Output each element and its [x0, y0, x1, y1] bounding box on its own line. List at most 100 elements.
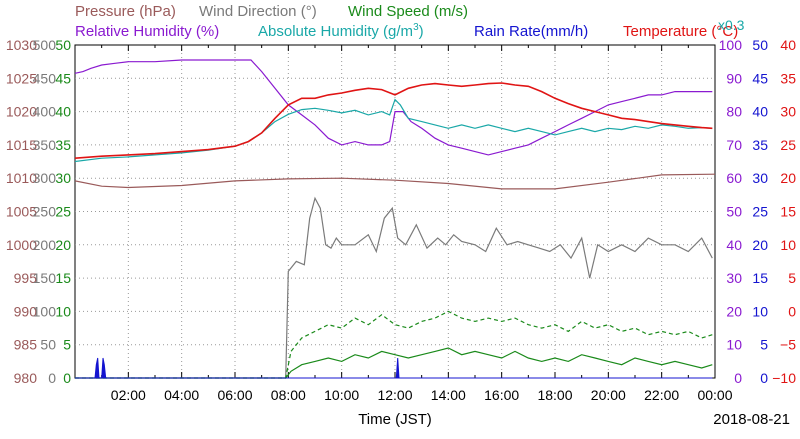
- relative_humidity-tick-label: 30: [726, 270, 742, 286]
- wind_direction-tick-label: 500: [33, 37, 57, 53]
- legend-factor: x0.3: [718, 17, 745, 33]
- pressure-tick-label: 1030: [6, 37, 37, 53]
- wind_direction-tick-label: 150: [33, 270, 57, 286]
- wind-gust-line: [75, 310, 713, 379]
- rain_rate-tick-label: 30: [752, 170, 768, 186]
- rain_rate-tick-label: 15: [752, 270, 768, 286]
- x-tick-label: 20:00: [591, 387, 626, 403]
- relative_humidity-tick-label: 90: [726, 70, 742, 86]
- pressure-tick-label: 980: [14, 370, 38, 386]
- rain_rate-tick-label: 45: [752, 70, 768, 86]
- wind_speed-tick-label: 40: [55, 104, 71, 120]
- temperature-tick-label: 30: [780, 104, 796, 120]
- wind_speed-tick-label: 20: [55, 237, 71, 253]
- pressure-tick-label: 1000: [6, 237, 37, 253]
- wind_direction-tick-label: 0: [48, 370, 56, 386]
- wind_direction-tick-label: 350: [33, 137, 57, 153]
- legend-item-text: Relative Humidity (%): [75, 23, 219, 40]
- relative_humidity-tick-label: 10: [726, 337, 742, 353]
- rain_rate-tick-label: 50: [752, 37, 768, 53]
- pressure-line: [74, 173, 716, 190]
- temperature-tick-label: 5: [788, 270, 796, 286]
- x-tick-label: 06:00: [217, 387, 252, 403]
- wind_direction-tick-label: 250: [33, 204, 57, 220]
- wind_direction-tick-label: 50: [40, 337, 56, 353]
- pressure-tick-label: 1015: [6, 137, 37, 153]
- temperature-tick-label: 40: [780, 37, 796, 53]
- relative_humidity-tick-label: 70: [726, 137, 742, 153]
- x-tick-label: 10:00: [324, 387, 359, 403]
- x-tick-label: 14:00: [431, 387, 466, 403]
- legend-item: Absolute Humidity (g/m3): [258, 22, 424, 40]
- temperature-tick-label: 20: [780, 170, 796, 186]
- temperature-tick-label: −5: [780, 337, 796, 353]
- pressure-tick-label: 1025: [6, 70, 37, 86]
- relative_humidity-tick-label: 50: [726, 204, 742, 220]
- relative_humidity-tick-label: 80: [726, 104, 742, 120]
- wind_direction-tick-label: 300: [33, 170, 57, 186]
- temperature-tick-label: 10: [780, 237, 796, 253]
- wind_speed-tick-label: 35: [55, 137, 71, 153]
- x-tick-label: 00:00: [697, 387, 732, 403]
- wind_speed-tick-label: 45: [55, 70, 71, 86]
- wind_speed-tick-label: 50: [55, 37, 71, 53]
- relative_humidity-tick-label: 100: [719, 37, 743, 53]
- legend-item: Temperature (°C): [623, 23, 738, 40]
- wind_direction-tick-label: 400: [33, 104, 57, 120]
- rain_rate-tick-label: 40: [752, 104, 768, 120]
- wind_speed-tick-label: 25: [55, 204, 71, 220]
- wind_speed-tick-label: 0: [63, 370, 71, 386]
- temperature-tick-label: 0: [788, 303, 796, 319]
- wind-direction-line: [75, 196, 713, 379]
- pressure-tick-label: 995: [14, 270, 38, 286]
- rain_rate-tick-label: 20: [752, 237, 768, 253]
- rain_rate-tick-label: 35: [752, 137, 768, 153]
- legend-item: Wind Speed (m/s): [348, 3, 468, 20]
- legend-item: Wind Direction (°): [199, 3, 317, 20]
- legend-item: Pressure (hPa): [75, 3, 176, 20]
- x-tick-label: 18:00: [537, 387, 572, 403]
- wind_direction-tick-label: 100: [33, 303, 57, 319]
- relative_humidity-tick-label: 20: [726, 303, 742, 319]
- wind_speed-tick-label: 15: [55, 270, 71, 286]
- x-tick-label: 04:00: [164, 387, 199, 403]
- x-axis-title: Time (JST): [358, 411, 432, 428]
- legend-item-text: Absolute Humidity (g/m: [258, 23, 413, 40]
- temperature-line: [74, 82, 713, 159]
- x-tick-label: 16:00: [484, 387, 519, 403]
- rain_rate-tick-label: 25: [752, 204, 768, 220]
- legend-item: Rain Rate(mm/h): [474, 23, 588, 40]
- wind_direction-tick-label: 200: [33, 237, 57, 253]
- x-tick-label: 22:00: [644, 387, 679, 403]
- relative_humidity-tick-label: 60: [726, 170, 742, 186]
- pressure-tick-label: 1020: [6, 104, 37, 120]
- pressure-tick-label: 1010: [6, 170, 37, 186]
- temperature-tick-label: 15: [780, 204, 796, 220]
- legend-item-close: ): [419, 23, 424, 40]
- rain-rate-area: [75, 357, 713, 379]
- wind_direction-tick-label: 450: [33, 70, 57, 86]
- temperature-tick-label: −10: [772, 370, 796, 386]
- relative_humidity-tick-label: 40: [726, 237, 742, 253]
- rain_rate-tick-label: 10: [752, 303, 768, 319]
- x-tick-label: 02:00: [111, 387, 146, 403]
- legend-item-text: Temperature (°C): [623, 23, 738, 40]
- legend-item: Relative Humidity (%): [75, 23, 219, 40]
- x-tick-label: 12:00: [377, 387, 412, 403]
- wind_speed-tick-label: 30: [55, 170, 71, 186]
- x-tick-label: 08:00: [271, 387, 306, 403]
- wind_speed-tick-label: 10: [55, 303, 71, 319]
- pressure-tick-label: 985: [14, 337, 38, 353]
- rain_rate-tick-label: 5: [760, 337, 768, 353]
- relative_humidity-tick-label: 0: [734, 370, 742, 386]
- wind-speed-line: [75, 347, 713, 379]
- pressure-tick-label: 1005: [6, 204, 37, 220]
- pressure-tick-label: 990: [14, 303, 38, 319]
- legend-superscript: 3: [413, 22, 419, 33]
- date-label: 2018-08-21: [713, 411, 790, 428]
- legend-item-text: Rain Rate(mm/h): [474, 23, 588, 40]
- rain_rate-tick-label: 0: [760, 370, 768, 386]
- temperature-tick-label: 35: [780, 70, 796, 86]
